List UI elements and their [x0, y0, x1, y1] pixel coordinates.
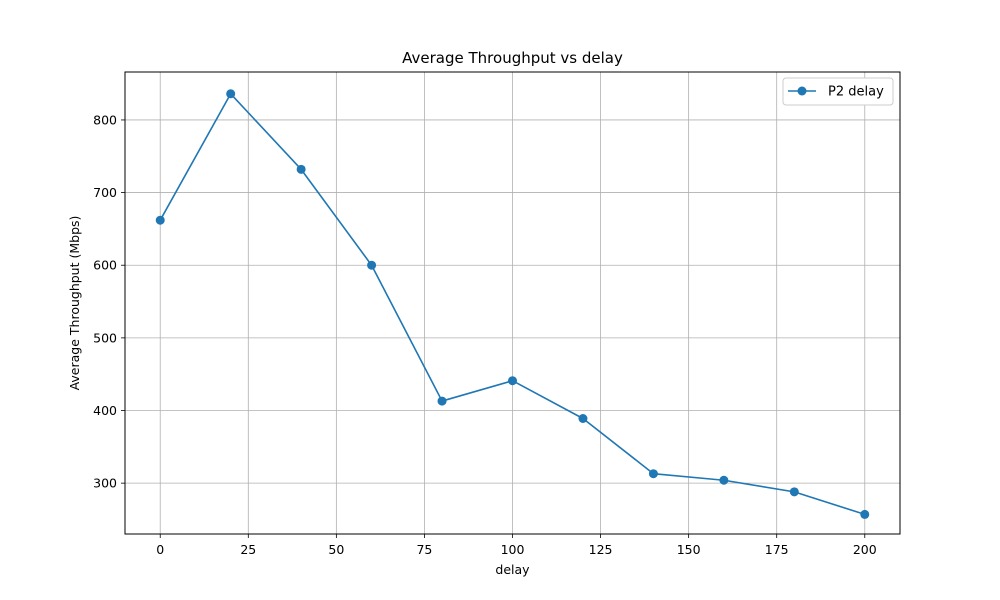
x-tick-label: 0: [156, 542, 164, 557]
data-point: [719, 475, 729, 485]
data-point: [367, 260, 377, 270]
legend-label: P2 delay: [828, 85, 884, 100]
data-point: [155, 215, 165, 225]
data-point: [508, 376, 517, 386]
y-axis-label: Average Throughput (Mbps): [67, 216, 82, 391]
y-tick-label: 600: [93, 258, 117, 273]
series-layer: [155, 89, 870, 519]
x-axis: 0 25 50 75 100 125 150 175 200: [156, 534, 877, 557]
legend-marker: [797, 86, 807, 96]
x-tick-label: 200: [853, 542, 877, 557]
data-point: [226, 89, 236, 99]
x-tick-label: 125: [589, 542, 613, 557]
x-tick-label: 100: [501, 542, 525, 557]
y-axis: 300 400 500 600 700 800: [93, 112, 125, 491]
data-point: [296, 164, 306, 174]
legend-box: [782, 77, 894, 106]
y-tick-label: 400: [93, 403, 117, 418]
data-point: [578, 414, 588, 423]
data-point: [860, 509, 870, 519]
y-tick-label: 300: [93, 476, 117, 491]
data-point: [648, 469, 658, 479]
x-tick-label: 150: [677, 542, 701, 557]
y-tick-label: 800: [93, 112, 117, 127]
x-tick-label: 75: [416, 542, 432, 557]
chart-title: Average Throughput vs delay: [402, 49, 623, 67]
y-tick-label: 700: [93, 185, 117, 200]
data-point: [437, 396, 447, 406]
x-axis-label: delay: [495, 562, 530, 577]
y-tick-label: 500: [93, 330, 117, 345]
legend: P2 delay: [782, 77, 894, 106]
x-tick-label: 175: [765, 542, 789, 557]
x-tick-label: 50: [328, 542, 344, 557]
x-tick-label: 25: [240, 542, 256, 557]
data-point: [789, 487, 799, 497]
grid: [125, 72, 900, 534]
